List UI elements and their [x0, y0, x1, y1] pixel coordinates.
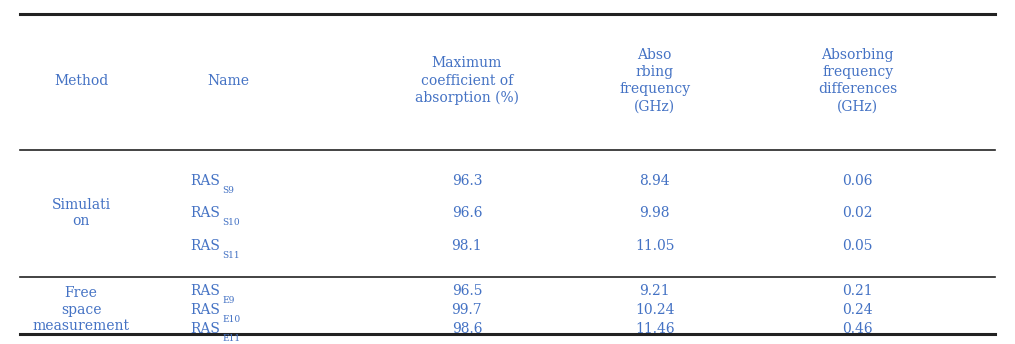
Text: E11: E11	[222, 334, 241, 343]
Text: 9.98: 9.98	[639, 206, 670, 220]
Text: E10: E10	[222, 315, 241, 324]
Text: Name: Name	[207, 74, 250, 88]
Text: 0.05: 0.05	[842, 239, 873, 253]
Text: Free
space
measurement: Free space measurement	[32, 287, 130, 333]
Text: RAS: RAS	[191, 322, 220, 335]
Text: 96.5: 96.5	[452, 284, 482, 298]
Text: Maximum
coefficient of
absorption (%): Maximum coefficient of absorption (%)	[415, 56, 519, 105]
Text: 0.46: 0.46	[842, 322, 873, 335]
Text: 0.06: 0.06	[842, 174, 873, 187]
Text: 96.3: 96.3	[452, 174, 482, 187]
Text: RAS: RAS	[191, 206, 220, 220]
Text: RAS: RAS	[191, 239, 220, 253]
Text: 8.94: 8.94	[639, 174, 670, 187]
Text: 98.6: 98.6	[452, 322, 482, 335]
Text: Simulati
on: Simulati on	[52, 198, 111, 228]
Text: 9.21: 9.21	[639, 284, 670, 298]
Text: 10.24: 10.24	[635, 303, 674, 316]
Text: S9: S9	[222, 186, 234, 195]
Text: 98.1: 98.1	[452, 239, 482, 253]
Text: 11.46: 11.46	[634, 322, 675, 335]
Text: Abso
rbing
frequency
(GHz): Abso rbing frequency (GHz)	[619, 48, 690, 114]
Text: RAS: RAS	[191, 303, 220, 316]
Text: S11: S11	[222, 251, 240, 260]
Text: 99.7: 99.7	[452, 303, 482, 316]
Text: E9: E9	[222, 296, 234, 305]
Text: Method: Method	[54, 74, 109, 88]
Text: 0.24: 0.24	[842, 303, 873, 316]
Text: 0.02: 0.02	[842, 206, 873, 220]
Text: RAS: RAS	[191, 284, 220, 298]
Text: 96.6: 96.6	[452, 206, 482, 220]
Text: S10: S10	[222, 218, 240, 227]
Text: 11.05: 11.05	[635, 239, 674, 253]
Text: RAS: RAS	[191, 174, 220, 187]
Text: 0.21: 0.21	[842, 284, 873, 298]
Text: Absorbing
frequency
differences
(GHz): Absorbing frequency differences (GHz)	[818, 48, 897, 114]
